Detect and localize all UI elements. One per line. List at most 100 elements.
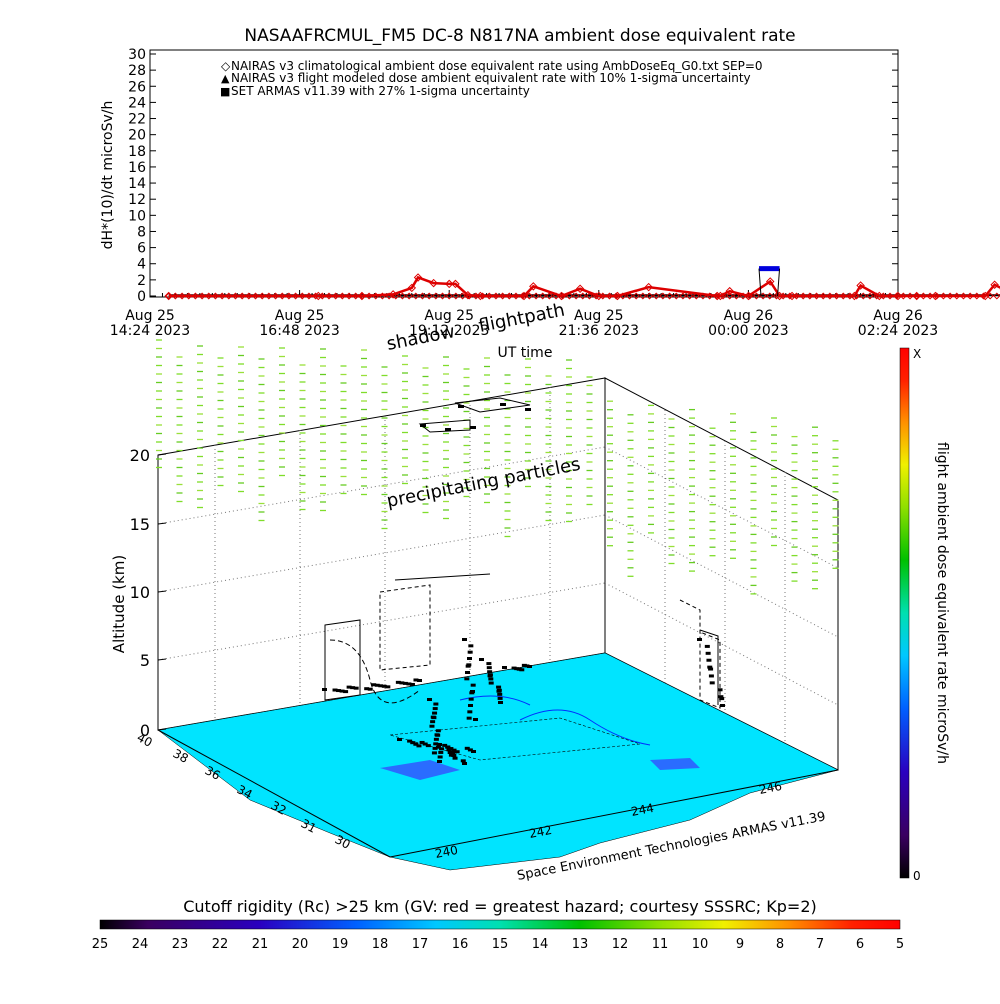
flight-track-point bbox=[704, 644, 710, 648]
series-climatological-point bbox=[529, 282, 538, 291]
series-climatological-point bbox=[806, 292, 814, 300]
series-climatological-point bbox=[990, 280, 999, 289]
flight-track-point bbox=[465, 671, 470, 674]
flight-track-point bbox=[430, 720, 436, 724]
flight-track-point bbox=[432, 746, 438, 750]
flight-track-point bbox=[464, 677, 470, 681]
series-climatological-point bbox=[452, 292, 460, 300]
legend-text-climatological: NAIRAS v3 climatological ambient dose eq… bbox=[231, 59, 763, 73]
series-climatological-point bbox=[191, 292, 199, 300]
top-x-tick-label-time: 14:24 2023 bbox=[110, 323, 190, 339]
flight-track-point bbox=[527, 665, 532, 668]
series-climatological-point bbox=[225, 292, 233, 300]
series-climatological-point bbox=[739, 292, 747, 300]
top-y-tick-label: 10 bbox=[128, 208, 146, 224]
longitude-tick-label: 244 bbox=[630, 801, 655, 819]
flight-track-point bbox=[367, 687, 373, 691]
precipitating-particles-field bbox=[156, 339, 839, 595]
series-climatological-point bbox=[407, 283, 417, 293]
series-climatological-point bbox=[666, 292, 674, 300]
series-climatological-point bbox=[438, 292, 447, 300]
series-climatological-point bbox=[572, 292, 580, 300]
series-climatological-point bbox=[519, 292, 527, 300]
flight-track-point bbox=[500, 403, 506, 406]
series-climatological-point bbox=[378, 292, 386, 300]
series-climatological-point bbox=[819, 292, 827, 300]
series-climatological-point bbox=[338, 292, 346, 300]
cutoff-rigidity-tick-label: 11 bbox=[652, 937, 669, 952]
latitude-tick-label: 40 bbox=[135, 730, 155, 750]
top-x-tick-label-date: Aug 26 bbox=[724, 308, 774, 324]
longitude-tick-label: 240 bbox=[434, 843, 459, 861]
series-climatological-point bbox=[592, 292, 600, 300]
map-floor bbox=[157, 652, 839, 871]
series-climatological-point bbox=[305, 292, 313, 300]
series-armas-connector bbox=[758, 268, 762, 297]
series-climatological-point bbox=[245, 292, 253, 300]
flight-track-point bbox=[322, 688, 327, 691]
top-y-tick-label: 6 bbox=[137, 241, 146, 257]
series-climatological-point bbox=[973, 292, 981, 300]
series-climatological-point bbox=[298, 292, 306, 300]
series-climatological-point bbox=[525, 292, 533, 300]
z-tick-mark bbox=[157, 453, 167, 456]
series-climatological-point bbox=[472, 292, 480, 300]
annotation-flightpath: flightpath bbox=[477, 300, 567, 337]
series-climatological-point bbox=[913, 292, 921, 300]
series-climatological-point bbox=[485, 292, 493, 300]
series-climatological-point bbox=[856, 281, 865, 290]
flight-track-point bbox=[419, 740, 425, 744]
top-chart-legend: ◇ NAIRAS v3 climatological ambient dose … bbox=[220, 59, 763, 98]
z-tick-mark bbox=[157, 728, 167, 731]
series-climatological-point bbox=[752, 292, 760, 300]
series-climatological-point bbox=[765, 277, 775, 286]
series-climatological-point bbox=[258, 292, 266, 300]
z-tick-label: 20 bbox=[130, 446, 150, 465]
series-climatological-point bbox=[278, 292, 286, 300]
flight-3d-scene: 0 5 10 15 20 Altitude (km) 40 38 36 34 32 31 30 24… bbox=[110, 300, 839, 884]
flight-track-point bbox=[524, 664, 530, 668]
flight-track-point bbox=[451, 748, 457, 752]
flight-track-point bbox=[431, 751, 437, 755]
series-climatological-point bbox=[866, 292, 874, 300]
legend-symbol-flight-modeled: ▲ bbox=[221, 72, 230, 85]
flight-track-point bbox=[697, 638, 702, 641]
series-climatological-point bbox=[445, 292, 453, 300]
legend-text-armas: SET ARMAS v11.39 with 27% 1-sigma uncert… bbox=[231, 84, 530, 98]
annotation-precipitating-particles: precipitating particles bbox=[385, 454, 582, 512]
series-climatological-point bbox=[285, 292, 293, 300]
series-climatological-point bbox=[392, 292, 400, 300]
series-climatological-point bbox=[492, 292, 500, 300]
cutoff-rigidity-tick-label: 22 bbox=[212, 937, 229, 952]
series-climatological-point bbox=[251, 292, 260, 300]
flight-track-point bbox=[708, 667, 714, 671]
flightpath-segment bbox=[329, 639, 421, 704]
top-x-tick-label-date: Aug 26 bbox=[873, 308, 923, 324]
series-climatological-point bbox=[766, 292, 774, 300]
series-climatological-point bbox=[959, 292, 967, 300]
flight-track-point bbox=[525, 408, 531, 411]
flight-track-point bbox=[454, 750, 460, 754]
top-chart-series bbox=[164, 266, 1000, 301]
series-climatological-point bbox=[198, 292, 206, 300]
cutoff-rigidity-ticks: 25 24 23 22 21 20 19 18 17 16 15 14 13 12 11 10 9 8 7 6 5 bbox=[92, 937, 904, 952]
series-climatological-point bbox=[539, 292, 547, 300]
gridline-10km bbox=[157, 514, 606, 593]
series-climatological-point bbox=[979, 292, 988, 300]
series-climatological-point bbox=[786, 292, 794, 300]
series-climatological-point bbox=[451, 279, 460, 289]
series-climatological-point bbox=[926, 292, 934, 300]
flightpath-segment-right bbox=[699, 629, 719, 705]
series-climatological-point bbox=[672, 292, 680, 300]
cutoff-rigidity-tick-label: 9 bbox=[736, 937, 744, 952]
dose-rate-colorbar-bottom-label: 0 bbox=[913, 869, 921, 883]
series-climatological-point bbox=[605, 292, 614, 300]
series-climatological-point bbox=[779, 292, 787, 300]
flight-track-point bbox=[416, 744, 422, 748]
floor-edge-left bbox=[157, 729, 391, 858]
series-climatological-point bbox=[732, 292, 740, 300]
series-climatological-point bbox=[939, 292, 947, 300]
flight-track-point bbox=[458, 405, 464, 408]
flight-track-point bbox=[473, 718, 478, 721]
